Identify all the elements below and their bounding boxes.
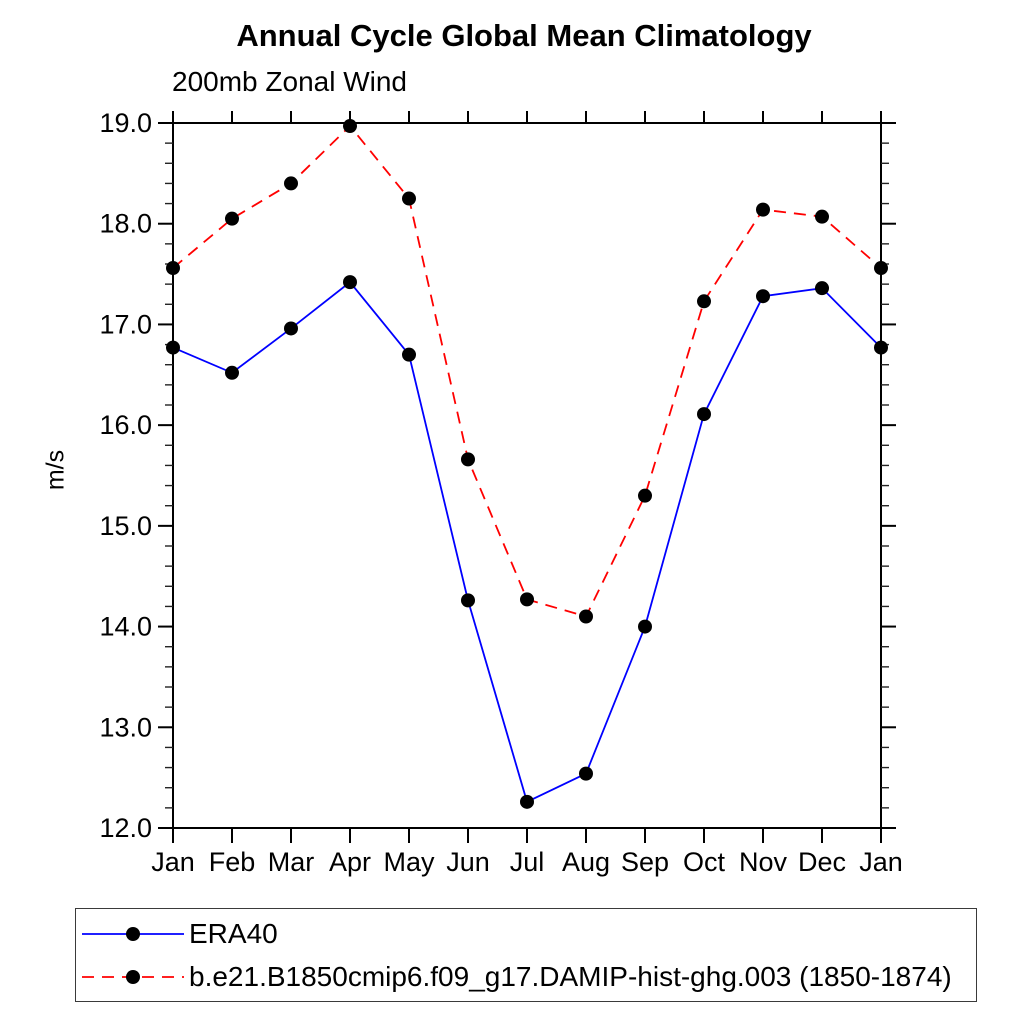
legend: ERA40 b.e21.B1850cmip6.f09_g17.DAMIP-his…: [75, 908, 977, 1002]
data-point: [284, 176, 298, 191]
x-axis-tick-label: Dec: [798, 847, 846, 877]
data-point: [284, 321, 298, 336]
data-point: [697, 294, 711, 309]
x-axis-tick-label: Mar: [268, 847, 315, 877]
data-point: [874, 340, 888, 355]
data-point: [697, 407, 711, 422]
x-axis-tick-label: Sep: [621, 847, 669, 877]
data-point: [815, 209, 829, 224]
data-point: [402, 191, 416, 206]
y-axis-tick-label: 16.0: [99, 410, 152, 440]
data-point: [815, 281, 829, 296]
y-axis-tick-label: 17.0: [99, 309, 152, 339]
legend-line-sample-era40: [82, 927, 184, 941]
data-point: [520, 794, 534, 809]
legend-item-damip-hist-ghg: b.e21.B1850cmip6.f09_g17.DAMIP-hist-ghg.…: [80, 961, 952, 992]
y-axis-tick-label: 14.0: [99, 612, 152, 642]
data-point: [343, 119, 357, 134]
data-point: [225, 211, 239, 226]
data-point: [225, 365, 239, 380]
legend-sample-marker: [126, 927, 140, 941]
data-point: [756, 289, 770, 304]
y-axis-tick-label: 18.0: [99, 209, 152, 239]
x-axis-tick-label: May: [383, 847, 435, 877]
chart-title: Annual Cycle Global Mean Climatology: [236, 18, 812, 53]
legend-line-sample-damip-hist-ghg: [82, 970, 184, 984]
legend-label-era40: ERA40: [189, 918, 278, 949]
data-point: [579, 609, 593, 624]
chart-subtitle: 200mb Zonal Wind: [172, 66, 408, 97]
x-axis-tick-label: Nov: [739, 847, 788, 877]
data-point: [461, 452, 475, 467]
data-point: [638, 488, 652, 503]
data-point: [756, 202, 770, 217]
data-point: [166, 340, 180, 355]
x-axis-tick-label: Feb: [209, 847, 256, 877]
x-axis-tick-label: Jun: [446, 847, 490, 877]
data-point: [874, 261, 888, 276]
y-axis-tick-label: 12.0: [99, 813, 152, 843]
series-line-damip-hist-ghg: [172, 124, 882, 618]
legend-sample-marker: [126, 970, 140, 984]
legend-item-era40: ERA40: [80, 918, 278, 949]
x-axis-tick-label: Jan: [859, 847, 903, 877]
data-point: [579, 766, 593, 781]
y-axis-tick-label: 13.0: [99, 712, 152, 742]
x-axis-tick-label: Oct: [683, 847, 726, 877]
legend-label-damip-hist-ghg: b.e21.B1850cmip6.f09_g17.DAMIP-hist-ghg.…: [189, 961, 952, 992]
x-axis-tick-label: Apr: [329, 847, 371, 877]
x-axis-tick-label: Jul: [510, 847, 545, 877]
data-point: [638, 619, 652, 634]
data-point: [343, 275, 357, 290]
axis-frame: [172, 122, 882, 829]
data-point: [166, 261, 180, 276]
data-point: [461, 593, 475, 608]
x-axis-tick-label: Jan: [151, 847, 195, 877]
x-axis-tick-label: Aug: [562, 847, 610, 877]
y-axis-tick-label: 15.0: [99, 511, 152, 541]
series-line-era40: [172, 280, 882, 804]
data-point: [520, 592, 534, 607]
data-point: [402, 347, 416, 362]
y-axis-tick-label: 19.0: [99, 108, 152, 138]
